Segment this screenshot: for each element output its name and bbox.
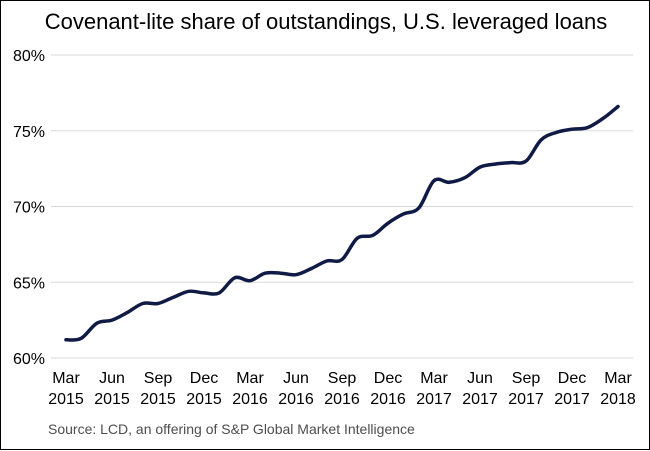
data-point — [355, 236, 359, 240]
data-point — [570, 127, 574, 131]
y-tick-label: 80% — [13, 48, 45, 65]
x-tick-label-year: 2016 — [324, 391, 360, 408]
data-point — [386, 221, 390, 225]
data-point — [417, 206, 421, 210]
data-point — [171, 295, 175, 299]
data-point — [478, 165, 482, 169]
x-tick-label-month: Dec — [190, 370, 218, 387]
data-point — [263, 271, 267, 275]
data-point — [187, 289, 191, 293]
x-tick-label-month: Dec — [374, 370, 402, 387]
data-point — [371, 233, 375, 237]
y-tick-label: 75% — [13, 124, 45, 141]
x-tick-label-year: 2015 — [186, 391, 222, 408]
y-tick-label: 60% — [13, 351, 45, 368]
data-point — [601, 117, 605, 121]
data-point — [555, 130, 559, 134]
data-point — [463, 176, 467, 180]
data-point — [524, 159, 528, 163]
source-note: Source: LCD, an offering of S&P Global M… — [48, 421, 415, 437]
data-point — [141, 301, 145, 305]
x-tick-label-month: Dec — [558, 370, 586, 387]
x-tick-label-year: 2016 — [278, 391, 314, 408]
data-point — [616, 105, 620, 109]
data-point — [432, 179, 436, 183]
x-tick-label-month: Jun — [99, 370, 125, 387]
data-point — [64, 338, 68, 342]
x-tick-label-month: Mar — [604, 370, 632, 387]
data-point — [125, 311, 129, 315]
data-point — [309, 267, 313, 271]
x-tick-label-year: 2017 — [416, 391, 452, 408]
x-tick-label-month: Jun — [467, 370, 493, 387]
data-point — [248, 279, 252, 283]
series-line-covenant-lite-share — [64, 104, 620, 342]
x-tick-label-year: 2015 — [48, 391, 84, 408]
x-tick-label-month: Sep — [328, 370, 357, 387]
data-point — [156, 301, 160, 305]
x-tick-label-month: Sep — [512, 370, 541, 387]
x-tick-label-month: Mar — [420, 370, 448, 387]
x-tick-label-month: Mar — [236, 370, 264, 387]
data-point — [401, 212, 405, 216]
data-point — [325, 259, 329, 263]
x-tick-label-year: 2015 — [140, 391, 176, 408]
data-point — [110, 318, 114, 322]
data-point — [447, 180, 451, 184]
data-point — [509, 161, 513, 165]
y-tick-label: 70% — [13, 200, 45, 217]
data-point — [539, 138, 543, 142]
data-point — [233, 276, 237, 280]
data-point — [217, 291, 221, 295]
data-point — [294, 273, 298, 277]
y-tick-label: 65% — [13, 275, 45, 292]
data-point — [340, 258, 344, 262]
x-tick-label-year: 2015 — [94, 391, 130, 408]
data-point — [493, 162, 497, 166]
x-tick-label-year: 2018 — [600, 391, 636, 408]
x-tick-label-month: Jun — [283, 370, 309, 387]
x-tick-label-year: 2016 — [370, 391, 406, 408]
data-point — [279, 271, 283, 275]
x-tick-label-year: 2017 — [508, 391, 544, 408]
x-tick-label-month: Mar — [52, 370, 80, 387]
x-tick-label-year: 2016 — [232, 391, 268, 408]
data-point — [95, 321, 99, 325]
x-tick-label-year: 2017 — [462, 391, 498, 408]
data-point — [585, 126, 589, 130]
x-tick-label-month: Sep — [144, 370, 173, 387]
chart-title: Covenant-lite share of outstandings, U.S… — [44, 9, 608, 34]
data-point — [79, 336, 83, 340]
data-point — [202, 291, 206, 295]
x-tick-label-year: 2017 — [554, 391, 590, 408]
